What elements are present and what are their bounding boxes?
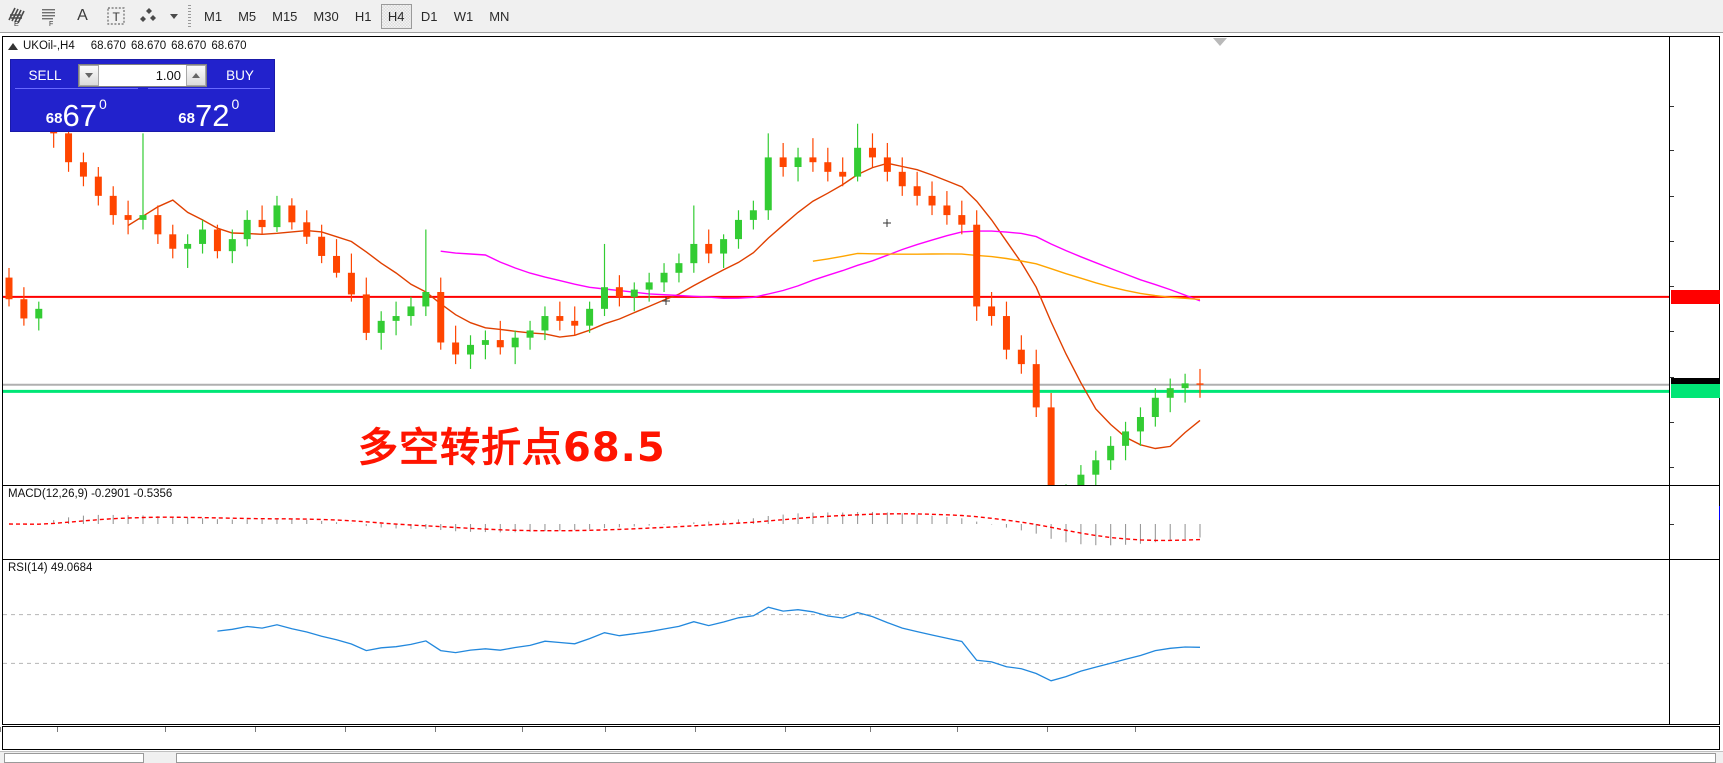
time-axis-tick [605,727,606,732]
quote-low: 68.670 [171,40,207,52]
expert-advisors-icon[interactable]: E [0,1,33,32]
sell-price-prefix: 68 [45,110,63,127]
text-label-icon[interactable]: A [77,7,88,24]
price-tick-mark [1670,331,1674,333]
chart-annotation-text: 多空转折点68.5 [358,425,666,471]
price-tick-mark [1670,286,1674,287]
quote-open: 68.670 [90,40,126,52]
status-bar [0,751,1723,763]
objects-dropdown-icon[interactable] [165,1,183,32]
buy-price-main: 72 [194,97,230,133]
resistance-level-badge [1671,289,1720,304]
macd-scale [1669,486,1719,559]
svg-text:F: F [49,21,53,27]
time-axis-tick [0,727,1,732]
buy-button[interactable]: BUY [226,68,254,83]
timeframe-m15[interactable]: M15 [272,8,298,24]
svg-text:T: T [112,10,120,24]
price-tick-mark [1670,241,1674,243]
price-tick-mark [1670,467,1674,468]
time-axis-tick [255,727,256,732]
svg-text:E: E [14,21,19,27]
time-axis-tick [57,727,58,732]
timeframe-group: M1 M5 M15 M30 H1 H4 D1 W1 MN [196,3,517,29]
volume-stepper[interactable]: 1.00 [78,64,207,87]
timeframe-d1[interactable]: D1 [420,8,438,24]
price-scale[interactable] [1669,37,1720,521]
time-axis-tick [345,727,346,732]
timeframe-h4[interactable]: H4 [380,3,412,29]
macd-label: MACD(12,26,9) -0.2901 -0.5356 [8,488,173,500]
objects-icon[interactable] [132,1,165,32]
price-tick-mark [1670,195,1674,197]
timeframe-m30[interactable]: M30 [313,8,339,24]
chart-area[interactable]: UKOil-,H4 68.670 68.670 68.670 68.670 SE… [2,36,1720,725]
text-box-icon[interactable]: T [99,1,132,32]
time-axis-tick [957,727,958,732]
collapse-triangle-icon[interactable] [8,42,18,50]
symbol-period-label: UKOil-,H4 [23,40,75,52]
time-axis-tick [165,727,166,732]
volume-input[interactable]: 1.00 [99,65,186,86]
macd-tick-mark [1670,524,1674,525]
bid-level-badge [1671,384,1720,399]
macd-plot [8,511,1201,546]
timeframe-h1[interactable]: H1 [354,8,372,24]
price-tick-mark [1670,421,1674,423]
status-box-left [4,753,144,763]
time-axis-tick [785,727,786,732]
timeframe-mn[interactable]: MN [489,8,510,24]
sell-price-main: 67 [62,97,97,133]
rsi-scale [1669,560,1719,724]
macd-pane[interactable]: MACD(12,26,9) -0.2901 -0.5356 [3,485,1719,559]
chart-top-marker-icon [1213,38,1227,46]
timeframe-w1[interactable]: W1 [453,8,474,24]
time-axis-tick [435,727,436,732]
time-axis-tick [522,727,523,732]
rsi-pane[interactable]: RSI(14) 49.0684 [3,559,1719,724]
symbol-quote-header: UKOil-,H4 68.670 68.670 68.670 68.670 [8,40,247,52]
sell-price-display[interactable]: 68 67 0 [11,88,142,131]
rsi-plot [3,606,1669,682]
time-axis-tick [1047,727,1048,732]
sell-button[interactable]: SELL [28,68,62,83]
time-axis-tick [1135,727,1136,732]
time-axis-tick [870,727,871,732]
price-tick-mark [1670,150,1674,152]
volume-increase-icon[interactable] [186,65,206,86]
indicators-grid-icon[interactable]: F [33,1,66,32]
price-tick-mark [1670,376,1674,378]
main-toolbar: E F A T [0,0,1723,33]
quote-high: 68.670 [130,40,167,52]
quote-close: 68.670 [211,40,247,52]
time-axis[interactable] [0,726,1720,750]
timeframe-m1[interactable]: M1 [204,8,223,24]
one-click-trading-panel[interactable]: SELL 1.00 BUY 68 67 0 68 72 0 [10,59,275,132]
status-box-main [176,753,1716,763]
sell-price-fraction: 0 [98,96,107,112]
buy-price-display[interactable]: 68 72 0 [141,88,275,133]
volume-decrease-icon[interactable] [79,65,99,86]
timeframe-m5[interactable]: M5 [238,8,257,24]
buy-price-prefix: 68 [178,110,195,127]
price-tick-mark [1670,105,1674,107]
time-axis-tick [695,727,696,732]
buy-price-fraction: 0 [231,96,240,112]
toolbar-drag-handle[interactable] [188,5,191,27]
rsi-label: RSI(14) 49.0684 [8,562,93,574]
